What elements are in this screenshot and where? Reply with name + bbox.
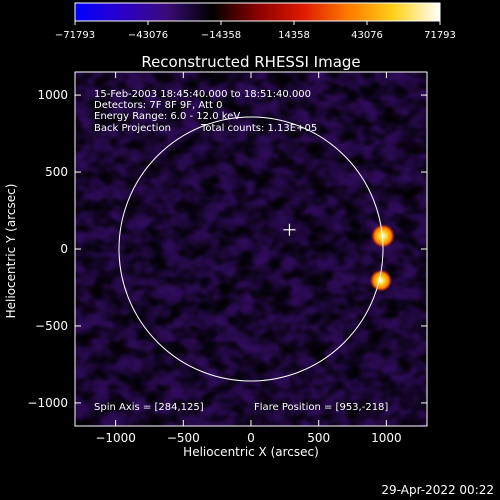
colorbar-tick-label: −14358 (201, 30, 241, 41)
x-tick-label: 0 (247, 431, 255, 445)
annotation-energy-range: Energy Range: 6.0 - 12.0 keV (94, 111, 240, 122)
chart-title: Reconstructed RHESSI Image (141, 53, 360, 71)
x-tick-label: 1000 (371, 431, 402, 445)
bright-source (369, 269, 393, 292)
annotation-method: Back Projection (94, 123, 171, 134)
colorbar-tick-label: −71793 (55, 30, 95, 41)
colorbar-tick-label: 43076 (351, 30, 383, 41)
colorbar-tick-label: −43076 (128, 30, 168, 41)
y-tick-label: 0 (60, 242, 68, 256)
footer-timestamp: 29-Apr-2022 00:22 (381, 483, 494, 497)
bright-source (371, 223, 395, 248)
y-tick-label: 500 (45, 165, 68, 179)
annotation-time-range: 15-Feb-2003 18:45:40.000 to 18:51:40.000 (94, 89, 311, 100)
x-tick-label: 500 (307, 431, 330, 445)
y-axis-label: Heliocentric Y (arcsec) (4, 184, 18, 319)
solar-limb-circle (118, 116, 384, 382)
x-axis-label: Heliocentric X (arcsec) (183, 445, 319, 459)
bright-sources (369, 223, 395, 292)
spin-axis-marker (283, 223, 296, 236)
plot-area (75, 72, 427, 426)
annotation-spin-axis: Spin Axis = [284,125] (94, 402, 204, 413)
annotation-flare-position: Flare Position = [953,-218] (254, 402, 388, 413)
x-axis-ticks: −1000 −500 0 500 1000 (95, 72, 402, 445)
x-tick-label: −1000 (95, 431, 136, 445)
colorbar (74, 2, 441, 22)
annotation-detectors: Detectors: 7F 8F 9F, Att 0 (94, 100, 222, 111)
colorbar-tick-label: 71793 (424, 30, 456, 41)
colorbar-tick-label: 14358 (278, 30, 310, 41)
colorbar-ticks: −71793 −43076 −14358 14358 43076 71793 (55, 21, 456, 41)
y-tick-label: 1000 (37, 88, 68, 102)
y-tick-label: −1000 (27, 396, 68, 410)
image-dark-fringes (75, 72, 427, 426)
x-tick-label: −500 (167, 431, 200, 445)
y-tick-label: −500 (35, 319, 68, 333)
y-axis-ticks: −1000 −500 0 500 1000 (27, 88, 427, 410)
annotation-total-counts: Total counts: 1.13E+05 (200, 123, 317, 134)
